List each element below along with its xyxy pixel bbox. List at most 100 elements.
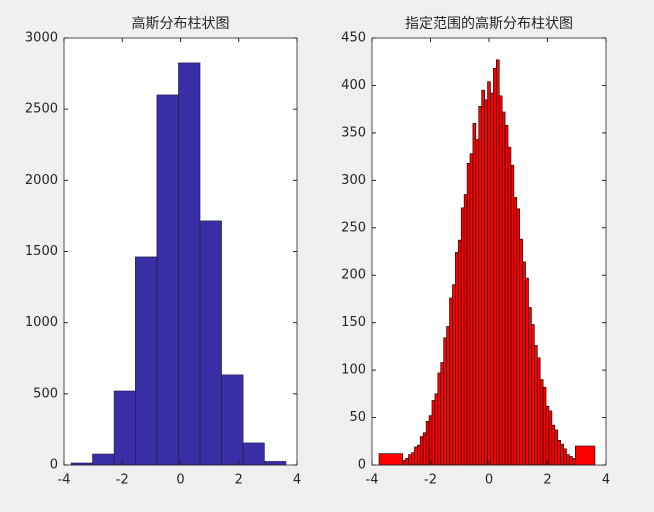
bar [264, 461, 287, 466]
bar [457, 239, 462, 466]
bar [113, 390, 136, 466]
bar [135, 256, 158, 466]
y-tick-label: 350 [341, 125, 366, 140]
bar [478, 106, 482, 466]
bar [475, 139, 480, 466]
bar [221, 374, 244, 466]
y-tick-label: 1000 [25, 315, 58, 330]
bar [490, 92, 494, 466]
bar [542, 386, 547, 466]
bar [437, 372, 442, 466]
bar [531, 324, 535, 466]
bar [493, 68, 497, 466]
bar [566, 454, 570, 466]
bar [419, 436, 424, 466]
y-tick-label: 250 [341, 220, 366, 235]
x-tick-label: 0 [485, 473, 493, 488]
bar [422, 432, 427, 466]
bar [431, 400, 436, 466]
bar [496, 59, 500, 466]
chart-title: 指定范围的高斯分布柱状图 [405, 15, 573, 32]
bar [472, 123, 477, 466]
bar [522, 261, 526, 466]
bar [481, 89, 485, 466]
bar [408, 454, 412, 466]
bar [498, 95, 503, 466]
bar [557, 440, 561, 466]
bar [449, 297, 453, 466]
bar [536, 357, 541, 466]
y-tick-label: 450 [341, 31, 366, 46]
bar [443, 337, 447, 466]
y-tick-label: 3000 [25, 31, 58, 46]
bar [446, 326, 450, 466]
bar [548, 410, 553, 466]
y-tick-label: 2500 [25, 102, 58, 117]
bar [563, 448, 567, 466]
x-tick-label: 0 [176, 473, 184, 488]
bar [405, 458, 409, 466]
bar [440, 362, 444, 466]
y-tick-label: 100 [341, 363, 366, 378]
x-tick-label: -4 [58, 473, 71, 488]
bar [452, 284, 456, 466]
x-tick-label: 2 [235, 473, 243, 488]
bar [242, 442, 265, 466]
bar [572, 458, 576, 466]
bar [539, 379, 544, 466]
x-tick-label: 4 [293, 473, 301, 488]
bar [519, 238, 523, 466]
bar [487, 81, 491, 466]
bar [560, 443, 564, 466]
bar [428, 415, 433, 466]
bar [484, 99, 488, 466]
bar [507, 146, 512, 466]
bar [574, 445, 596, 466]
x-tick-label: 2 [543, 473, 551, 488]
bar [554, 429, 559, 466]
y-tick-label: 400 [341, 78, 366, 93]
bar [411, 452, 415, 466]
bar [569, 456, 573, 466]
bar [178, 62, 201, 466]
y-tick-label: 1500 [25, 244, 58, 259]
bar [414, 446, 418, 466]
bar [199, 220, 222, 466]
bar [425, 421, 430, 466]
y-tick-label: 2000 [25, 173, 58, 188]
y-tick-label: 0 [50, 458, 58, 473]
bar [528, 307, 532, 466]
bar [466, 162, 471, 466]
bar [434, 393, 439, 466]
x-tick-label: -2 [116, 473, 129, 488]
bar [417, 444, 421, 466]
bar [92, 453, 115, 466]
bar [551, 424, 556, 466]
bar [504, 124, 509, 466]
bar [516, 208, 521, 466]
bar [534, 345, 538, 466]
x-tick-label: -4 [366, 473, 379, 488]
y-tick-label: 200 [341, 268, 366, 283]
x-tick-label: 4 [602, 473, 610, 488]
y-tick-label: 50 [349, 410, 366, 425]
bar [510, 164, 515, 466]
y-tick-label: 300 [341, 173, 366, 188]
bar [463, 194, 468, 466]
y-tick-label: 0 [358, 458, 366, 473]
y-tick-label: 150 [341, 315, 366, 330]
bar [469, 153, 474, 466]
bar [378, 453, 404, 466]
bar [455, 252, 459, 466]
bar [402, 459, 406, 466]
chart-title: 高斯分布柱状图 [132, 15, 230, 32]
bar [501, 111, 506, 466]
bar [460, 207, 465, 466]
bar [525, 277, 529, 466]
bar [545, 405, 550, 466]
x-tick-label: -2 [424, 473, 437, 488]
bar [513, 197, 518, 466]
y-tick-label: 500 [33, 386, 58, 401]
